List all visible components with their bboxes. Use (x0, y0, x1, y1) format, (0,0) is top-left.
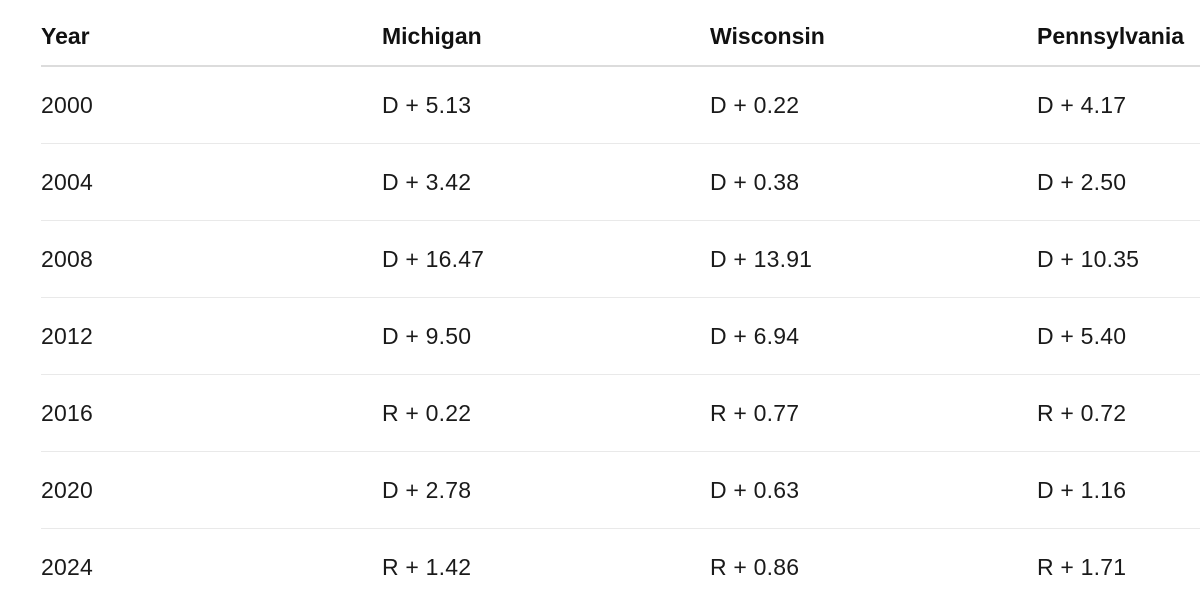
column-header-pennsylvania[interactable]: Pennsylvania (1037, 22, 1185, 49)
pennsylvania-cell: D + 10.35 (1037, 245, 1140, 272)
michigan-cell: D + 3.42 (382, 168, 472, 195)
table-row: 2012 D + 9.50 D + 6.94 D + 5.40 (41, 298, 1200, 375)
table-row: 2000 D + 5.13 D + 0.22 D + 4.17 (41, 67, 1200, 144)
wisconsin-cell: R + 0.77 (710, 399, 800, 426)
wisconsin-cell: D + 0.22 (710, 91, 800, 118)
year-cell: 2024 (41, 553, 93, 580)
table-row: 2016 R + 0.22 R + 0.77 R + 0.72 (41, 375, 1200, 452)
year-cell: 2012 (41, 322, 93, 349)
column-header-michigan[interactable]: Michigan (382, 22, 482, 49)
year-cell: 2008 (41, 245, 93, 272)
pennsylvania-cell: D + 5.40 (1037, 322, 1127, 349)
year-cell: 2016 (41, 399, 93, 426)
michigan-cell: D + 9.50 (382, 322, 472, 349)
michigan-cell: D + 5.13 (382, 91, 472, 118)
pennsylvania-cell: D + 2.50 (1037, 168, 1127, 195)
table-row: 2008 D + 16.47 D + 13.91 D + 10.35 (41, 221, 1200, 298)
pennsylvania-cell: D + 4.17 (1037, 91, 1127, 118)
michigan-cell: D + 16.47 (382, 245, 485, 272)
michigan-cell: D + 2.78 (382, 476, 472, 503)
results-table: Year Michigan Wisconsin Pennsylvania 200… (41, 0, 1200, 605)
michigan-cell: R + 1.42 (382, 553, 472, 580)
year-cell: 2000 (41, 91, 93, 118)
wisconsin-cell: D + 0.38 (710, 168, 800, 195)
year-cell: 2020 (41, 476, 93, 503)
table-row: 2024 R + 1.42 R + 0.86 R + 1.71 (41, 529, 1200, 605)
column-header-wisconsin[interactable]: Wisconsin (710, 22, 825, 49)
column-header-year[interactable]: Year (41, 22, 90, 49)
year-cell: 2004 (41, 168, 93, 195)
table-row: 2020 D + 2.78 D + 0.63 D + 1.16 (41, 452, 1200, 529)
wisconsin-cell: D + 0.63 (710, 476, 800, 503)
wisconsin-cell: D + 6.94 (710, 322, 800, 349)
wisconsin-cell: D + 13.91 (710, 245, 813, 272)
table-header-row: Year Michigan Wisconsin Pennsylvania (41, 0, 1200, 67)
michigan-cell: R + 0.22 (382, 399, 472, 426)
wisconsin-cell: R + 0.86 (710, 553, 800, 580)
pennsylvania-cell: R + 0.72 (1037, 399, 1127, 426)
table-row: 2004 D + 3.42 D + 0.38 D + 2.50 (41, 144, 1200, 221)
pennsylvania-cell: D + 1.16 (1037, 476, 1127, 503)
pennsylvania-cell: R + 1.71 (1037, 553, 1127, 580)
